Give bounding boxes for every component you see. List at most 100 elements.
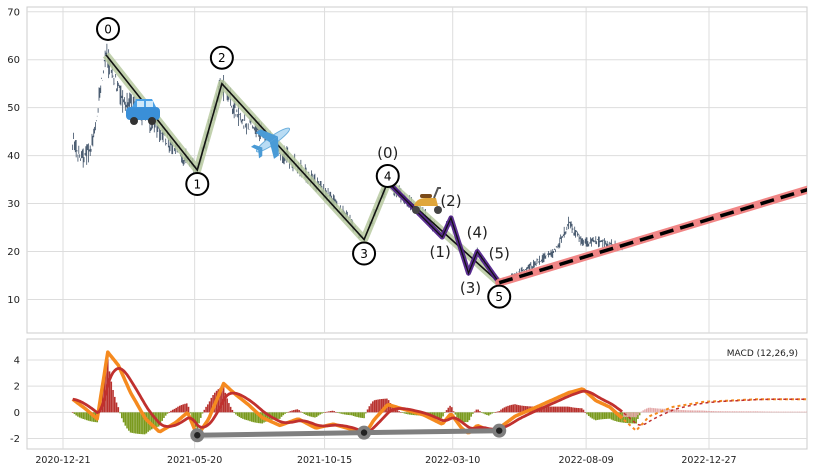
- macd-histogram-bar: [300, 411, 302, 413]
- macd-histogram-bar-projected: [716, 411, 718, 413]
- macd-histogram-bar-projected: [631, 412, 634, 418]
- macd-histogram-bar-projected: [768, 411, 771, 413]
- macd-histogram-bar: [572, 407, 574, 413]
- macd-histogram-bar: [140, 412, 142, 435]
- macd-histogram-bar: [207, 404, 209, 413]
- macd-histogram-bar-projected: [647, 407, 650, 413]
- macd-histogram-bar-projected: [710, 411, 713, 413]
- macd-histogram-bar-projected: [623, 412, 625, 417]
- macd-histogram-bar-projected: [784, 411, 787, 413]
- macd-histogram-bar: [136, 412, 139, 434]
- macd-histogram-bar: [336, 412, 339, 413]
- macd-histogram-bar: [208, 401, 211, 413]
- macd-histogram-bar-projected: [644, 409, 646, 413]
- wave-label: 5: [495, 290, 503, 304]
- macd-histogram-bar-projected: [675, 409, 678, 413]
- macd-histogram-bar-projected: [735, 411, 737, 413]
- macd-histogram-bar: [219, 387, 221, 413]
- x-tick-labels: 2020-12-21 2021-05-20 2021-10-15 2022-03-10…: [35, 455, 736, 466]
- macd-histogram-bar: [235, 412, 237, 415]
- macd-histogram-bar: [278, 412, 281, 419]
- macd-histogram-bar: [508, 405, 511, 413]
- macd-histogram-bar: [133, 412, 135, 434]
- macd-histogram-bar: [480, 412, 483, 413]
- macd-histogram-bar: [266, 412, 269, 422]
- macd-histogram-bar: [373, 400, 376, 413]
- macd-histogram-bar: [80, 412, 83, 419]
- macd-histogram-bar: [177, 406, 179, 413]
- macd-histogram-bar-projected: [626, 412, 629, 418]
- macd-histogram-bar: [379, 399, 381, 413]
- macd-histogram-bar: [121, 412, 123, 419]
- macd-histogram-bar: [150, 412, 153, 430]
- macd-histogram-bar: [433, 412, 436, 418]
- macd-histogram-bar: [152, 412, 155, 429]
- macd-histogram-bar: [110, 381, 113, 413]
- macd-histogram-bar: [142, 412, 144, 435]
- macd-histogram-bar: [365, 412, 367, 414]
- macd-histogram-bar: [354, 412, 357, 417]
- macd-histogram-bar: [501, 408, 504, 413]
- macd-histogram-bar: [372, 401, 374, 413]
- macd-histogram-bar: [308, 412, 311, 417]
- macd-histogram-bar-projected: [638, 412, 641, 414]
- macd-histogram-bar: [465, 412, 467, 423]
- macd-histogram-bar-projected: [800, 411, 802, 413]
- macd-histogram-bar: [124, 412, 127, 426]
- macd-histogram-bar: [89, 412, 92, 422]
- macd-histogram-bar: [198, 412, 200, 424]
- macd-legend: MACD (12,26,9): [727, 349, 798, 359]
- macd-histogram-bar: [350, 412, 353, 416]
- macd-histogram-bar: [203, 409, 206, 413]
- macd-histogram-bar: [556, 406, 558, 413]
- macd-histogram-bar-projected: [714, 411, 716, 413]
- macd-histogram-bar: [582, 409, 585, 413]
- sub-wave-line: [387, 181, 500, 284]
- macd-histogram-bar-projected: [795, 411, 797, 413]
- macd-histogram-bar: [77, 412, 79, 417]
- macd-histogram-bar-projected: [696, 410, 699, 413]
- macd-histogram-bar: [500, 409, 502, 413]
- macd-histogram-bar-projected: [640, 411, 643, 413]
- macd-histogram-bar: [331, 410, 334, 413]
- macd-histogram-bar: [591, 412, 594, 419]
- macd-histogram-bar: [565, 406, 567, 413]
- macd-histogram-bar: [612, 412, 615, 421]
- macd-histogram-bar: [312, 412, 314, 418]
- macd-histogram-bar: [366, 409, 369, 413]
- macd-histogram-bar-projected: [660, 408, 662, 413]
- macd-histogram-bar-projected: [772, 411, 774, 413]
- macd-histogram-bar: [303, 412, 306, 415]
- macd-histogram-bar-projected: [749, 411, 751, 413]
- macd-histogram-bar: [505, 406, 508, 413]
- macd-histogram-bar: [440, 412, 443, 419]
- macd-histogram-bar: [400, 412, 402, 413]
- macd-histogram-bar: [510, 404, 513, 413]
- macd-trend-point-inner: [496, 427, 503, 434]
- macd-histogram-bar-projected: [746, 411, 748, 413]
- macd-histogram-bar-projected: [705, 410, 708, 413]
- macd-histogram-bar-projected: [679, 409, 681, 413]
- macd-histogram-bar: [472, 412, 474, 414]
- macd-histogram-bar: [568, 406, 571, 413]
- macd-histogram-bar: [166, 412, 169, 414]
- macd-histogram-bar: [252, 412, 255, 423]
- macd-histogram-bar: [131, 412, 134, 433]
- wave-label-circle: [96, 16, 121, 41]
- macd-histogram-bar: [410, 412, 413, 415]
- macd-histogram-bar: [347, 412, 350, 415]
- macd-histogram-bar: [368, 406, 371, 413]
- macd-y-tick: 4: [14, 355, 20, 366]
- macd-histogram-bar-projected: [807, 412, 808, 413]
- price-plot-area: [26, 6, 808, 334]
- macd-histogram-bar: [143, 412, 146, 435]
- macd-histogram-bar: [191, 412, 193, 419]
- macd-histogram-bar: [189, 412, 192, 414]
- macd-histogram-bar: [340, 412, 343, 414]
- signal-line-projected: [623, 398, 807, 426]
- macd-histogram-bar-projected: [779, 411, 781, 413]
- macd-histogram-bar: [175, 407, 178, 413]
- macd-histogram-bar-projected: [770, 411, 773, 413]
- macd-histogram-bar: [82, 412, 84, 419]
- macd-histogram-bar: [407, 412, 409, 415]
